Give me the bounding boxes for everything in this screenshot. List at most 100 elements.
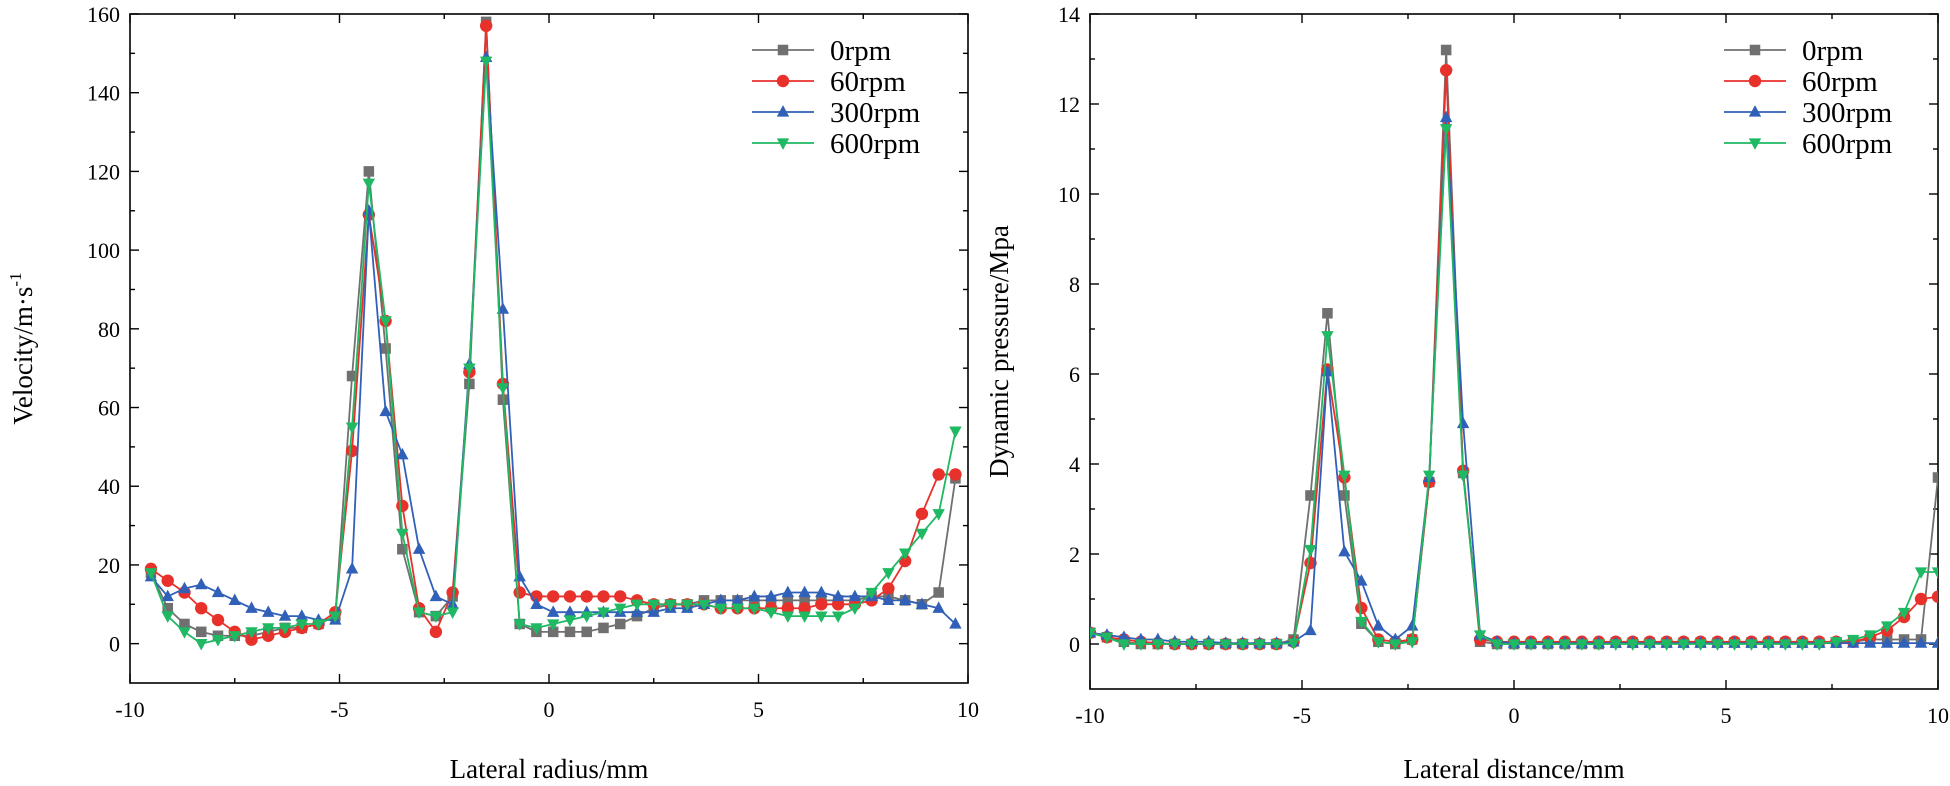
- data-point: [479, 19, 493, 33]
- data-point: [429, 625, 443, 639]
- data-point: [161, 611, 174, 623]
- x-tick-label: 10: [1927, 703, 1949, 728]
- x-tick-label: -10: [115, 697, 144, 722]
- y-tick-label: 100: [87, 238, 120, 263]
- data-point: [831, 611, 845, 623]
- x-tick-label: 0: [544, 697, 555, 722]
- data-point: [815, 611, 828, 623]
- data-point: [915, 528, 929, 541]
- data-point: [781, 611, 795, 623]
- data-point: [933, 587, 944, 598]
- data-point: [530, 623, 543, 635]
- data-point: [1117, 630, 1131, 642]
- data-point: [396, 499, 409, 513]
- y-tick-label: 40: [98, 474, 120, 499]
- data-point: [865, 587, 878, 600]
- data-point: [513, 619, 526, 631]
- data-point: [949, 426, 962, 438]
- data-point: [396, 528, 409, 541]
- data-point: [664, 599, 677, 612]
- data-point: [882, 582, 895, 595]
- y-tick-label: 14: [1058, 2, 1080, 27]
- data-point: [329, 611, 342, 623]
- data-point: [915, 507, 929, 520]
- data-point: [748, 589, 761, 602]
- data-point: [547, 626, 559, 638]
- data-point: [446, 607, 459, 619]
- series-600rpm: [144, 56, 962, 651]
- data-point: [346, 370, 358, 382]
- data-point: [1304, 544, 1317, 557]
- data-point: [195, 602, 208, 615]
- data-point: [848, 589, 862, 602]
- data-point: [1914, 567, 1928, 579]
- series-line: [1090, 117, 1938, 644]
- data-point: [932, 509, 945, 521]
- data-point: [1355, 601, 1368, 615]
- data-point: [362, 178, 376, 191]
- data-point: [681, 599, 694, 612]
- data-point: [245, 633, 258, 646]
- data-point: [546, 619, 560, 631]
- data-point: [178, 581, 191, 594]
- data-point: [1355, 574, 1368, 586]
- data-point: [764, 589, 778, 602]
- data-point: [1609, 639, 1622, 651]
- data-point: [1151, 639, 1165, 651]
- data-point: [211, 613, 225, 627]
- data-point: [782, 595, 794, 606]
- data-point: [228, 593, 241, 606]
- legend-label: 600rpm: [830, 128, 921, 160]
- data-point: [748, 603, 761, 616]
- data-point: [1932, 472, 1938, 483]
- data-point: [1322, 307, 1333, 319]
- data-point: [1321, 331, 1334, 343]
- legend-marker: [776, 74, 790, 88]
- data-point: [1423, 470, 1436, 483]
- plot-area: [144, 16, 962, 651]
- series-line: [1090, 128, 1938, 645]
- data-point: [1168, 639, 1181, 651]
- data-point: [1490, 639, 1504, 651]
- data-point: [1592, 639, 1605, 651]
- data-point: [798, 611, 811, 623]
- data-point: [563, 605, 577, 617]
- x-tick-label: -5: [330, 697, 348, 722]
- data-point: [764, 607, 778, 619]
- x-tick-label: 5: [753, 697, 764, 722]
- data-point: [1745, 639, 1758, 651]
- data-point: [195, 638, 208, 651]
- data-point: [363, 166, 375, 177]
- data-point: [1863, 636, 1877, 648]
- data-point: [1456, 470, 1470, 483]
- legend-label: 600rpm: [1802, 128, 1893, 160]
- legend-label: 60rpm: [830, 66, 906, 98]
- data-point: [882, 568, 895, 580]
- data-point: [396, 447, 409, 460]
- data-point: [144, 568, 158, 580]
- x-tick-label: -10: [1075, 703, 1104, 728]
- data-point: [1931, 590, 1938, 603]
- data-point: [647, 599, 660, 612]
- data-point: [1372, 619, 1385, 631]
- data-point: [1406, 637, 1419, 649]
- data-point: [714, 603, 727, 616]
- data-point: [412, 542, 426, 554]
- data-point: [932, 601, 945, 613]
- data-point: [1305, 490, 1316, 501]
- y-tick-label: 0: [109, 632, 120, 657]
- data-point: [898, 548, 912, 560]
- data-point: [831, 598, 845, 611]
- data-point: [1643, 639, 1656, 651]
- x-tick-label: 0: [1509, 703, 1520, 728]
- data-point: [429, 589, 443, 602]
- data-point: [781, 602, 795, 615]
- data-point: [714, 593, 727, 606]
- data-point: [379, 404, 392, 417]
- data-point: [1117, 639, 1131, 651]
- data-point: [1931, 636, 1938, 648]
- data-point: [1339, 490, 1350, 501]
- data-point: [1897, 636, 1911, 648]
- data-point: [949, 617, 962, 629]
